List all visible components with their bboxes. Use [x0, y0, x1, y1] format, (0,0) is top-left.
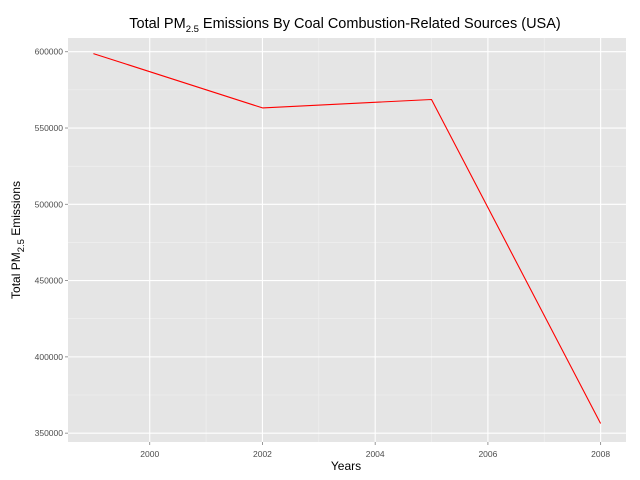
series-line [93, 53, 602, 424]
major-gridlines [68, 38, 626, 442]
y-tick-label: 350000 [35, 428, 64, 438]
y-tick-label: 400000 [35, 352, 64, 362]
x-tick-label: 2006 [478, 449, 497, 459]
plot-panel [68, 38, 626, 442]
x-tick-label: 2000 [140, 449, 159, 459]
x-axis-title: Years [331, 459, 361, 473]
chart-title: Total PM2.5 Emissions By Coal Combustion… [129, 16, 560, 35]
x-tick-label: 2002 [253, 449, 272, 459]
y-axis: 350000 400000 450000 500000 550000 600000 [35, 47, 68, 438]
y-tick-label: 450000 [35, 276, 64, 286]
y-tick-label: 500000 [35, 199, 64, 209]
y-tick-label: 600000 [35, 47, 64, 57]
x-tick-label: 2008 [591, 449, 610, 459]
x-axis: 2000 2002 2004 2006 2008 [140, 442, 610, 459]
y-tick-label: 550000 [35, 123, 64, 133]
x-tick-label: 2004 [366, 449, 385, 459]
y-axis-title: Total PM2.5 Emissions [9, 181, 27, 299]
series-layer [93, 53, 602, 424]
